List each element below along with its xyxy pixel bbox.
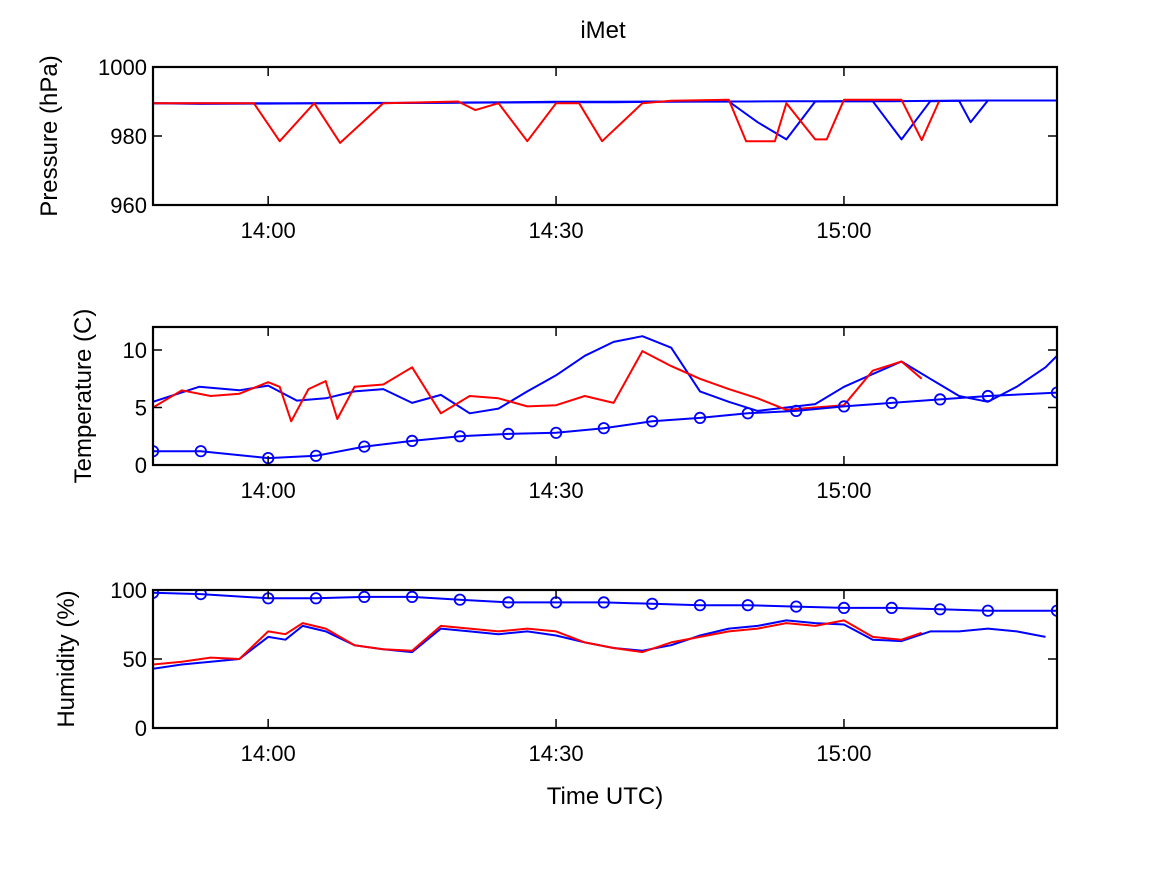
series-marker [405,434,419,447]
series-marker [1050,386,1057,399]
x-tick-label: 15:00 [816,741,871,766]
panel-2: 0 5 10 14:00 14:30 15:00 Temperature (C) [70,309,1059,503]
series-marker [453,430,466,443]
series-marker [981,604,995,617]
series-marker [837,601,851,615]
series-marker [597,596,610,609]
series-marker [453,593,466,606]
series-marker [646,597,659,610]
y-tick-label: 0 [135,716,147,741]
series-marker [194,445,207,458]
axes-frame [151,588,1059,730]
series-marker [933,393,947,406]
series-line-3 [153,98,940,144]
series-marker [741,407,754,420]
series-group [153,98,1057,144]
series-group [153,335,1057,465]
series-marker [502,427,515,440]
x-axis-label: Time UTC) [547,783,663,810]
y-tick-label: 50 [123,647,147,672]
series-marker [693,599,707,612]
chart-title: iMet [580,17,626,44]
series-marker [309,449,323,462]
x-tick-label: 14:00 [241,218,296,243]
y-tick-label: 980 [110,124,147,149]
x-tick-label: 14:00 [241,741,296,766]
series-marker [981,389,995,403]
y-tick-label: 0 [135,453,147,478]
x-tick-label: 14:30 [529,478,584,503]
series-marker [405,590,419,604]
series-line-3 [153,591,1057,612]
series-line-3 [153,391,1057,460]
series-marker [790,404,803,417]
series-line-2 [153,350,923,423]
series-marker [309,592,323,605]
series-marker [1050,604,1057,617]
x-tick-label: 14:30 [529,741,584,766]
series-marker [194,590,207,601]
series-marker [549,426,563,439]
series-marker [502,596,515,609]
x-tick-label: 14:30 [529,218,584,243]
y-tick-label: 1000 [98,55,147,80]
y-axis-label: Pressure (hPa) [36,55,63,216]
series-marker [693,411,707,424]
y-tick-label: 10 [123,338,147,363]
series-line-2 [153,99,1046,141]
x-tick-label: 14:00 [241,478,296,503]
y-tick-label: 960 [110,193,147,218]
axes-frame [151,65,1059,207]
axes-frame [151,325,1059,467]
series-line-2 [153,619,923,666]
panel-1: 960 980 1000 14:00 14:30 15:00 Pressure (hPa) [36,55,1059,243]
y-tick-label: 100 [110,578,147,603]
series-marker [837,400,851,413]
series-marker [597,422,610,435]
series-marker [885,601,898,615]
y-axis-label: Temperature (C) [70,309,97,484]
series-marker [933,603,947,616]
series-marker [358,590,371,604]
x-tick-label: 15:00 [816,218,871,243]
y-axis-label: Humidity (%) [53,590,80,727]
series-group [153,590,1057,670]
series-marker [790,600,803,613]
x-tick-label: 15:00 [816,478,871,503]
panel-3: 0 50 100 14:00 14:30 15:00 Humidity (%) Time UT… [53,578,1059,810]
y-tick-label: 5 [135,396,147,421]
series-marker [885,396,898,409]
series-marker [646,415,659,428]
series-marker [358,440,371,453]
series-marker [741,599,754,612]
